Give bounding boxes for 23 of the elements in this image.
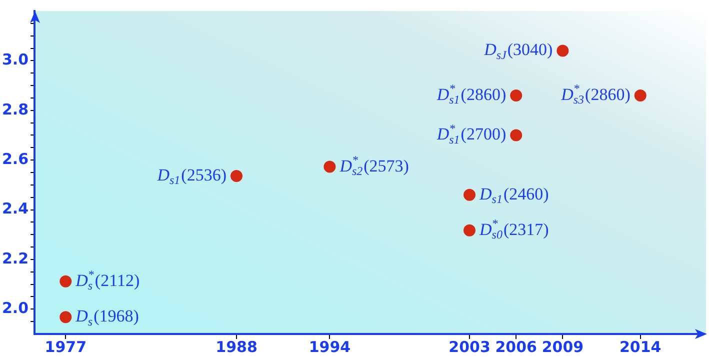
y-tick-label: 2.4 xyxy=(2,200,29,218)
point xyxy=(324,160,336,173)
x-tick-label: 2003 xyxy=(448,338,490,356)
point xyxy=(510,89,522,102)
x-tick-label: 1994 xyxy=(308,338,351,356)
point xyxy=(464,224,476,236)
x-tick-label: 2009 xyxy=(542,338,584,356)
x-tick-label: 1977 xyxy=(44,338,87,356)
y-tick-label: 3.0 xyxy=(2,50,29,69)
y-tick-label: 2.6 xyxy=(2,150,29,168)
x-tick-label: 2006 xyxy=(495,338,537,356)
point xyxy=(510,129,522,142)
point xyxy=(634,89,646,102)
y-tick-label: 2.0 xyxy=(2,299,29,318)
point xyxy=(556,44,569,57)
point xyxy=(60,275,72,288)
y-tick-label: 2.2 xyxy=(2,249,29,268)
y-tick-label: 2.8 xyxy=(2,100,29,118)
x-tick-label: 2014 xyxy=(619,338,662,356)
x-tick-label: 1988 xyxy=(216,338,258,356)
point xyxy=(230,170,243,182)
point xyxy=(464,188,476,201)
point xyxy=(60,311,72,324)
